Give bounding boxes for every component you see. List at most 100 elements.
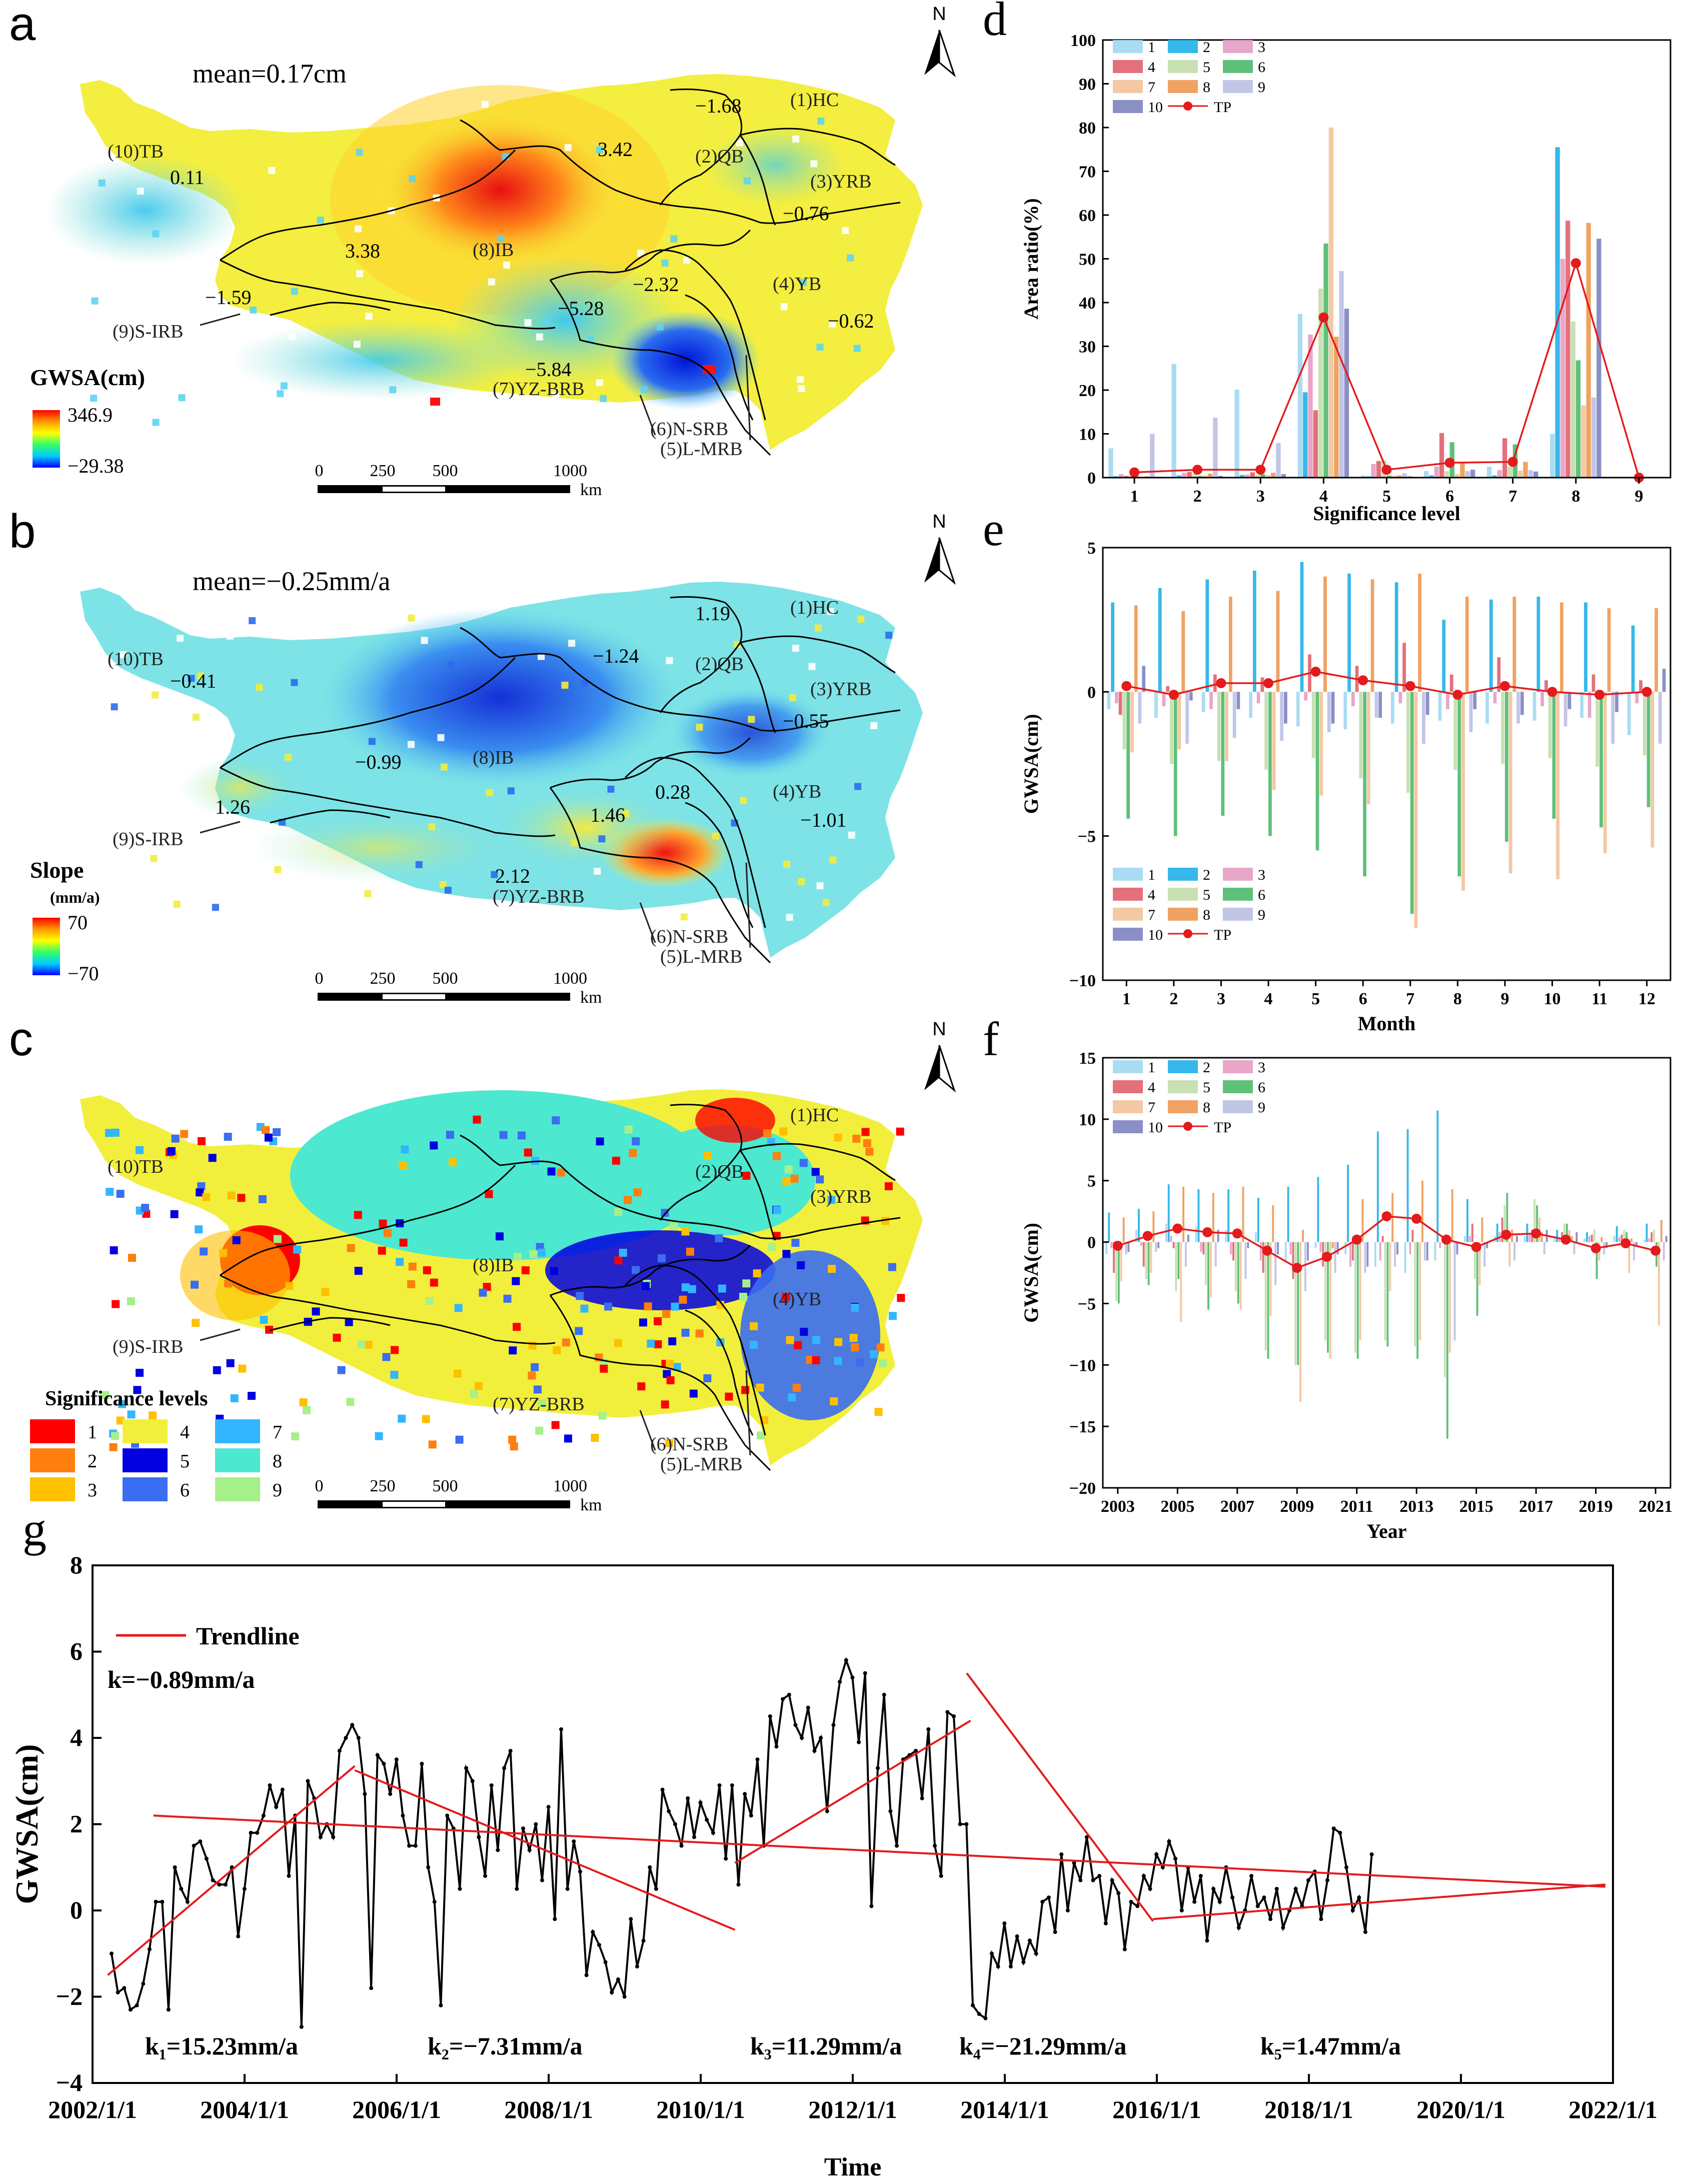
bar-s9-6: [1465, 471, 1470, 478]
bar-s4-4: [1260, 677, 1264, 692]
legend-label-1: 1: [1148, 39, 1155, 56]
gwsa-point: [939, 1874, 943, 1878]
map-pixel: [703, 1374, 712, 1382]
gwsa-point: [268, 1783, 272, 1787]
bar-s2-10: [1536, 597, 1540, 692]
map-fill: [45, 85, 861, 426]
map-pixel: [128, 1254, 137, 1262]
bar-s3-2018: [1558, 1238, 1561, 1242]
map-pixel: [564, 1434, 572, 1443]
map-pixel: [888, 1263, 896, 1271]
gwsa-point: [692, 1835, 696, 1839]
gwsa-point: [280, 1787, 285, 1792]
map-pixel: [782, 1178, 791, 1186]
gwsa-point: [439, 2003, 443, 2007]
bar-s8-7: [1418, 573, 1422, 692]
bar-s7-2012: [1389, 1242, 1391, 1291]
gwsa-point: [1078, 1878, 1083, 1882]
basin-value: −1.01: [800, 809, 847, 831]
x-tick-label: 2010/1/1: [656, 2095, 745, 2123]
basin-value: −5.84: [525, 358, 572, 381]
bar-s5-2006: [1205, 1242, 1207, 1285]
colorbar-max: 346.9: [68, 404, 113, 426]
legend-label-TP: TP: [1214, 1119, 1231, 1136]
bar-s2-2018: [1556, 1230, 1558, 1242]
region-label-5: (5)L-MRB: [660, 1454, 743, 1475]
x-tick-label: 2014/1/1: [960, 2095, 1049, 2123]
bar-s4-6: [1439, 433, 1444, 478]
legend-label-3: 3: [1258, 39, 1265, 56]
map-pixel: [455, 1435, 464, 1444]
tp-point-8: [1570, 258, 1581, 269]
mean-label: mean=0.17cm: [193, 59, 347, 89]
region-label-10: (10)TB: [108, 141, 164, 162]
map-pixel: [342, 609, 349, 616]
map-pixel: [453, 1369, 462, 1378]
tp-point-4: [1263, 678, 1274, 689]
bar-s8-2: [1181, 611, 1185, 692]
legend-label-4: 4: [1148, 1079, 1155, 1096]
bar-s4-9: [1497, 657, 1501, 692]
map-pixel: [152, 230, 160, 238]
gwsa-point: [844, 1658, 848, 1662]
gwsa-point: [597, 1943, 601, 1947]
legend-label-8: 8: [1203, 1099, 1210, 1116]
bar-s6-2019: [1595, 1242, 1598, 1279]
bar-s1-7: [1391, 692, 1394, 724]
bar-s3-2008: [1259, 1242, 1262, 1261]
y-tick-label: 0: [1087, 683, 1096, 702]
map-pixel: [409, 175, 416, 183]
map-pixel: [430, 1141, 438, 1150]
bar-s6-4: [1268, 692, 1272, 836]
legend-swatch-10: [1113, 928, 1143, 941]
bar-s2-2013: [1406, 1129, 1409, 1242]
bar-s10-4: [1344, 309, 1349, 478]
bar-s3-2012: [1379, 1242, 1381, 1261]
bar-s9-2009: [1304, 1242, 1306, 1291]
gwsa-point: [1249, 1874, 1254, 1878]
bar-s7-2004: [1150, 1242, 1152, 1273]
basin-value: 0.11: [170, 166, 205, 189]
x-tick-label: 2019: [1579, 1497, 1613, 1516]
gwsa-point: [1274, 1886, 1279, 1891]
bar-s7-2013: [1419, 1242, 1421, 1341]
map-pixel: [396, 1258, 404, 1266]
gwsa-point: [147, 1947, 152, 1951]
x-tick-label: 2004/1/1: [200, 2095, 289, 2123]
map-pixel: [810, 160, 818, 168]
x-tick-label: 1: [1130, 487, 1139, 506]
bar-s1-6: [1423, 471, 1429, 478]
legend-swatch-10: [1113, 100, 1143, 113]
map-pixel: [491, 871, 498, 878]
gwsa-point: [616, 1977, 620, 1981]
map-pixel: [790, 1174, 799, 1183]
bar-s5-2019: [1593, 1230, 1595, 1242]
bar-s3-4: [1256, 692, 1260, 704]
bar-s5-2007: [1234, 1242, 1237, 1291]
bar-s7-5: [1391, 476, 1397, 478]
basin-value: −0.41: [170, 670, 217, 692]
bar-s2-2014: [1436, 1110, 1439, 1242]
gwsa-point: [945, 1710, 950, 1714]
map-pixel: [773, 1206, 781, 1214]
map-pixel: [485, 1190, 493, 1198]
bar-s8-2014: [1451, 1189, 1453, 1242]
bar-s6-2009: [1297, 1242, 1299, 1365]
x-tick-label: 2016/1/1: [1112, 2095, 1201, 2123]
region-label-3: (3)YRB: [810, 679, 871, 700]
map-pixel: [173, 900, 181, 908]
map-pixel: [512, 1277, 520, 1285]
scale-tick: 250: [370, 462, 396, 480]
map-pixel: [642, 1282, 650, 1290]
y-tick-label: −10: [1069, 972, 1096, 990]
map-pixel: [812, 1336, 820, 1344]
legend-label-9: 9: [1258, 1099, 1265, 1116]
gwsa-point: [1034, 1951, 1038, 1956]
gwsa-point: [825, 1809, 829, 1813]
region-pointer-line: [745, 355, 751, 441]
map-pixel: [614, 1339, 622, 1347]
basin-value: −0.62: [828, 310, 874, 332]
region-pointer-line: [200, 821, 241, 834]
map-pixel: [658, 1254, 666, 1262]
region-label-3: (3)YRB: [810, 1186, 871, 1207]
